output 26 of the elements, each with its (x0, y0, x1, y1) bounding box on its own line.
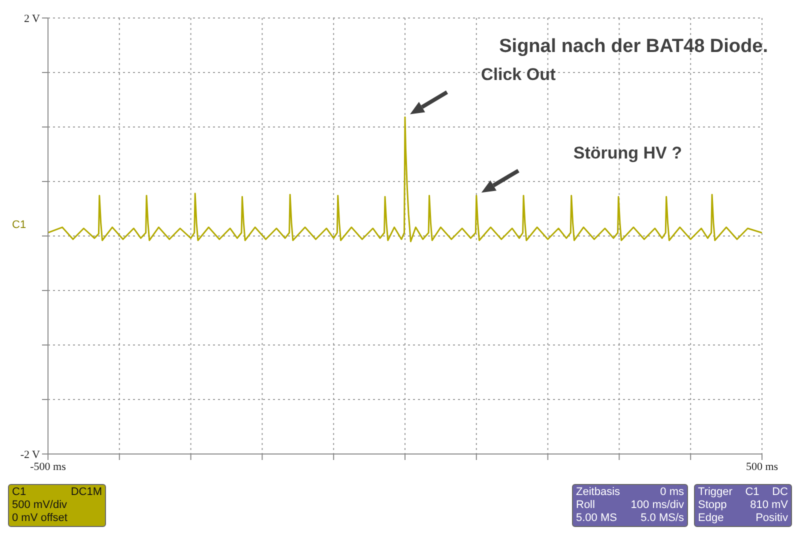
text: C1 (745, 486, 760, 499)
line-series (48, 116, 762, 242)
text: Stopp (698, 499, 727, 512)
text: 5.00 MS (576, 512, 617, 525)
text: 0 mV offset (12, 512, 68, 525)
text: Positiv (756, 512, 788, 525)
text: DC1M (70, 486, 102, 499)
text: 5.0 MS/s (640, 512, 684, 525)
y-tick-label: -2 V (20, 448, 40, 461)
text: 810 mV (750, 499, 788, 512)
text: Roll (576, 499, 595, 512)
text: Zeitbasis (576, 486, 620, 499)
x-tick-label: 500 ms (746, 460, 778, 473)
y-tick-label: 2 V (24, 12, 40, 25)
x-tick-label: -500 ms (30, 460, 66, 473)
text: Edge (698, 512, 724, 525)
annotation: Störung HV ? (573, 144, 682, 163)
text: Trigger (698, 486, 732, 499)
text: 0 ms (660, 486, 684, 499)
text: Signal nach der BAT48 Diode. (499, 36, 768, 57)
text: C1 (12, 486, 26, 499)
text: C1 (12, 219, 26, 231)
text: 500 mV/div (12, 499, 68, 512)
text: 100 ms/div (630, 499, 684, 512)
annotation: Click Out (481, 65, 556, 84)
text: DC (772, 486, 788, 499)
